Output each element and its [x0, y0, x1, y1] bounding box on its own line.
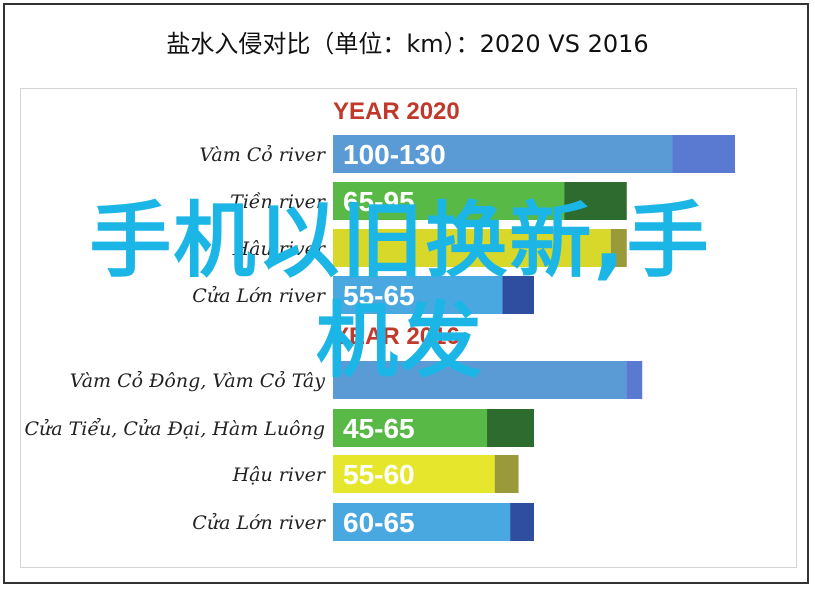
bar — [333, 503, 518, 541]
bar-range-segment — [510, 503, 534, 541]
category-label: Tiền river — [230, 191, 327, 213]
category-label: Vàm Cỏ river — [199, 144, 327, 166]
category-label: Hậu river — [232, 238, 327, 260]
bar-range-segment — [502, 276, 534, 314]
chart-title-1: YEAR 2020 — [333, 98, 460, 125]
chart-title-2: YEAR 2016 — [333, 323, 460, 350]
bar — [333, 361, 627, 399]
category-label: Cửa Tiểu, Cửa Đại, Hàm Luông — [24, 418, 325, 440]
bar-range-segment — [487, 409, 534, 447]
page-title: 盐水入侵对比（单位：km）：2020 VS 2016 — [166, 30, 649, 58]
chart-panel: YEAR 2020 Vàm Cỏ river 100-130 Tiền river 65… — [20, 88, 797, 568]
bar-range-segment — [672, 135, 735, 173]
bar-value-label: 65-95 — [343, 186, 415, 217]
bar-range-segment — [564, 182, 627, 220]
category-label: Cửa Lớn river — [192, 512, 327, 534]
bar-range-segment — [494, 455, 519, 493]
bar-range-segment — [610, 229, 627, 267]
category-label: Hậu river — [232, 464, 327, 486]
bar — [333, 135, 719, 173]
bar-value-label: 100-130 — [343, 139, 446, 170]
category-label: Vàm Cỏ Đông, Vàm Cỏ Tây — [70, 370, 326, 392]
category-label: Cửa Lớn river — [192, 285, 327, 307]
bar — [333, 455, 503, 493]
bar-value-label: 60-65 — [343, 507, 415, 538]
bar — [333, 229, 611, 267]
bar — [333, 276, 518, 314]
bar-value-label: 55-60 — [343, 459, 415, 490]
bar-chart: YEAR 2020 Vàm Cỏ river 100-130 Tiền river 65… — [24, 98, 735, 541]
bar-range-segment — [626, 361, 643, 399]
bar-value-label: 45-65 — [343, 413, 415, 444]
bar-value-label: 55-65 — [343, 280, 415, 311]
